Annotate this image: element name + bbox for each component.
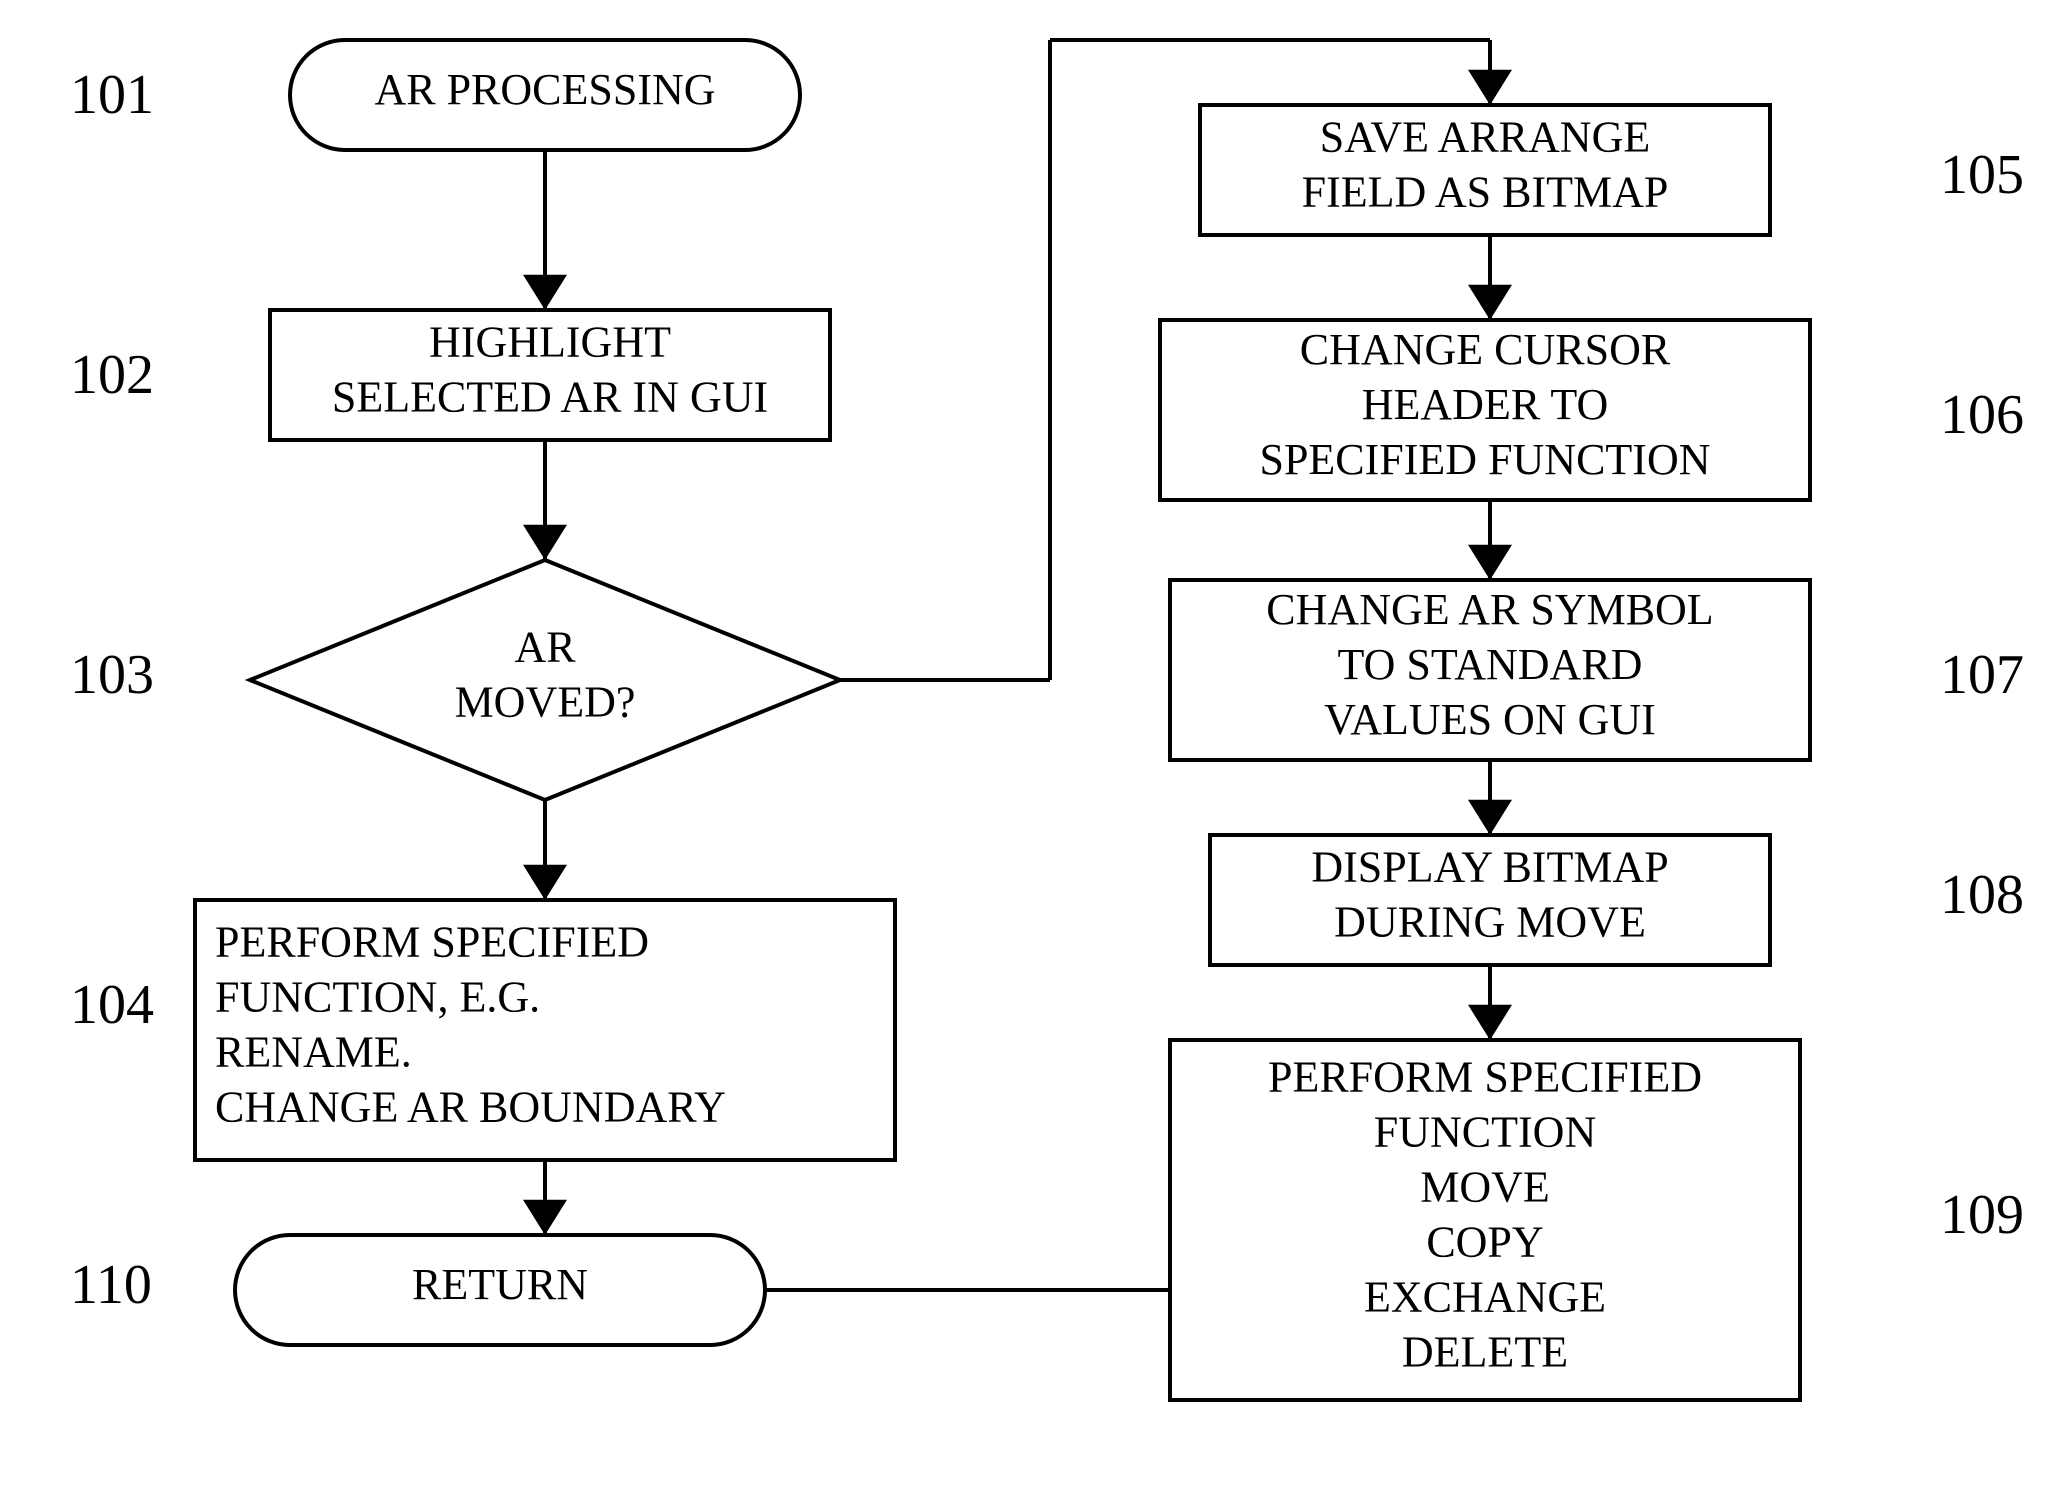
node-text: CHANGE AR BOUNDARY: [215, 1083, 726, 1132]
ref-n105: 105: [1940, 144, 2024, 206]
node-text: MOVE: [1420, 1163, 1550, 1212]
node-text: CHANGE CURSOR: [1300, 325, 1671, 374]
ref-n107: 107: [1940, 644, 2024, 706]
ref-n102: 102: [70, 344, 154, 406]
node-text: DISPLAY BITMAP: [1311, 843, 1668, 892]
node-text: EXCHANGE: [1364, 1273, 1606, 1322]
node-text: RETURN: [412, 1260, 588, 1309]
node-text: RENAME.: [215, 1028, 412, 1077]
node-text: SAVE ARRANGE: [1320, 113, 1650, 162]
ref-n103: 103: [70, 644, 154, 706]
node-text: COPY: [1426, 1218, 1543, 1267]
node-text: DELETE: [1402, 1328, 1568, 1377]
node-text: PERFORM SPECIFIED: [1268, 1053, 1702, 1102]
ref-n110: 110: [70, 1254, 152, 1316]
node-text: FUNCTION: [1374, 1108, 1596, 1157]
ref-n104: 104: [70, 974, 154, 1036]
node-text: TO STANDARD: [1338, 640, 1643, 689]
node-text: DURING MOVE: [1334, 898, 1646, 947]
node-text: FIELD AS BITMAP: [1302, 168, 1669, 217]
node-text: HIGHLIGHT: [429, 318, 671, 367]
ref-n108: 108: [1940, 864, 2024, 926]
ref-n101: 101: [70, 64, 154, 126]
node-text: FUNCTION, E.G.: [215, 973, 540, 1022]
node-text: PERFORM SPECIFIED: [215, 918, 649, 967]
node-text: MOVED?: [455, 678, 636, 727]
node-text: HEADER TO: [1362, 380, 1609, 429]
node-text: VALUES ON GUI: [1324, 695, 1656, 744]
node-text: AR PROCESSING: [374, 65, 715, 114]
node-text: CHANGE AR SYMBOL: [1266, 585, 1713, 634]
node-text: SELECTED AR IN GUI: [332, 373, 768, 422]
ref-n106: 106: [1940, 384, 2024, 446]
node-text: AR: [514, 623, 576, 672]
ref-n109: 109: [1940, 1184, 2024, 1246]
node-text: SPECIFIED FUNCTION: [1259, 435, 1710, 484]
